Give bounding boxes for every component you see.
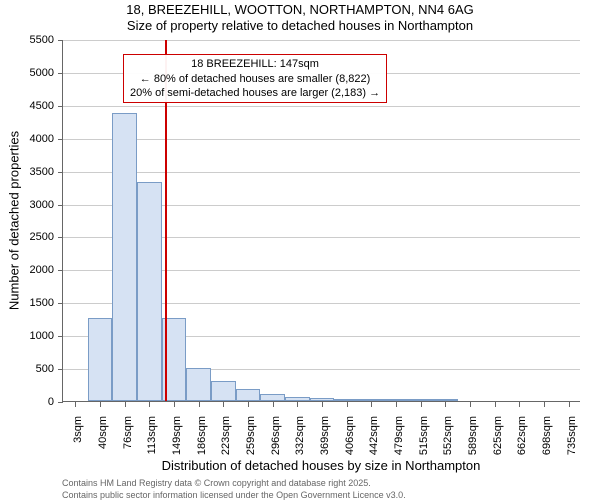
ytick-label: 5000 bbox=[4, 67, 54, 79]
xtick-mark bbox=[347, 402, 348, 407]
ytick-mark bbox=[58, 402, 63, 403]
footer-line1: Contains HM Land Registry data © Crown c… bbox=[62, 478, 406, 490]
ytick-mark bbox=[58, 336, 63, 337]
xtick-label: 589sqm bbox=[467, 416, 479, 466]
annotation-line2: ← 80% of detached houses are smaller (8,… bbox=[130, 72, 380, 86]
ytick-mark bbox=[58, 172, 63, 173]
footer-attribution: Contains HM Land Registry data © Crown c… bbox=[62, 478, 406, 501]
ytick-label: 1000 bbox=[4, 330, 54, 342]
ytick-mark bbox=[58, 270, 63, 271]
ytick-label: 0 bbox=[4, 396, 54, 408]
gridline bbox=[63, 139, 580, 140]
histogram-bar bbox=[211, 381, 236, 401]
ytick-label: 3000 bbox=[4, 199, 54, 211]
xtick-label: 515sqm bbox=[418, 416, 430, 466]
histogram-bar bbox=[433, 399, 458, 401]
gridline bbox=[63, 106, 580, 107]
ytick-label: 2500 bbox=[4, 231, 54, 243]
ytick-mark bbox=[58, 303, 63, 304]
xtick-mark bbox=[149, 402, 150, 407]
histogram-bar bbox=[384, 399, 409, 401]
y-axis-label: Number of detached properties bbox=[7, 121, 22, 321]
xtick-mark bbox=[470, 402, 471, 407]
xtick-mark bbox=[125, 402, 126, 407]
histogram-bar bbox=[310, 398, 335, 401]
xtick-mark bbox=[495, 402, 496, 407]
xtick-label: 662sqm bbox=[516, 416, 528, 466]
xtick-label: 186sqm bbox=[196, 416, 208, 466]
histogram-bar bbox=[285, 397, 310, 401]
xtick-label: 259sqm bbox=[245, 416, 257, 466]
xtick-mark bbox=[174, 402, 175, 407]
histogram-bar bbox=[236, 389, 261, 401]
chart-subtitle: Size of property relative to detached ho… bbox=[0, 18, 600, 33]
xtick-mark bbox=[100, 402, 101, 407]
xtick-mark bbox=[223, 402, 224, 407]
ytick-mark bbox=[58, 139, 63, 140]
gridline bbox=[63, 40, 580, 41]
plot-area: 18 BREEZEHILL: 147sqm← 80% of detached h… bbox=[62, 40, 580, 402]
ytick-mark bbox=[58, 73, 63, 74]
ytick-label: 4500 bbox=[4, 100, 54, 112]
xtick-label: 76sqm bbox=[122, 416, 134, 466]
xtick-label: 296sqm bbox=[270, 416, 282, 466]
xtick-mark bbox=[322, 402, 323, 407]
annotation-box: 18 BREEZEHILL: 147sqm← 80% of detached h… bbox=[123, 54, 387, 103]
footer-line2: Contains public sector information licen… bbox=[62, 490, 406, 501]
xtick-label: 442sqm bbox=[368, 416, 380, 466]
ytick-mark bbox=[58, 106, 63, 107]
xtick-label: 332sqm bbox=[294, 416, 306, 466]
xtick-mark bbox=[371, 402, 372, 407]
histogram-bar bbox=[137, 182, 162, 401]
xtick-label: 625sqm bbox=[492, 416, 504, 466]
ytick-label: 500 bbox=[4, 363, 54, 375]
ytick-label: 3500 bbox=[4, 166, 54, 178]
histogram-bar bbox=[359, 399, 384, 401]
ytick-mark bbox=[58, 237, 63, 238]
xtick-mark bbox=[421, 402, 422, 407]
xtick-mark bbox=[445, 402, 446, 407]
xtick-label: 3sqm bbox=[72, 416, 84, 466]
histogram-bar bbox=[408, 399, 433, 401]
gridline bbox=[63, 172, 580, 173]
xtick-label: 552sqm bbox=[442, 416, 454, 466]
chart-title: 18, BREEZEHILL, WOOTTON, NORTHAMPTON, NN… bbox=[0, 2, 600, 17]
ytick-mark bbox=[58, 369, 63, 370]
xtick-mark bbox=[199, 402, 200, 407]
xtick-mark bbox=[519, 402, 520, 407]
ytick-label: 2000 bbox=[4, 264, 54, 276]
xtick-mark bbox=[248, 402, 249, 407]
xtick-label: 223sqm bbox=[220, 416, 232, 466]
ytick-label: 5500 bbox=[4, 34, 54, 46]
histogram-bar bbox=[88, 318, 113, 401]
xtick-mark bbox=[75, 402, 76, 407]
ytick-label: 4000 bbox=[4, 133, 54, 145]
annotation-line3: 20% of semi-detached houses are larger (… bbox=[130, 86, 380, 100]
xtick-label: 406sqm bbox=[344, 416, 356, 466]
histogram-bar bbox=[186, 368, 211, 401]
histogram-bar bbox=[260, 394, 285, 401]
xtick-mark bbox=[569, 402, 570, 407]
xtick-label: 40sqm bbox=[97, 416, 109, 466]
xtick-label: 369sqm bbox=[319, 416, 331, 466]
histogram-bar bbox=[112, 113, 137, 401]
xtick-mark bbox=[396, 402, 397, 407]
annotation-line1: 18 BREEZEHILL: 147sqm bbox=[130, 57, 380, 71]
ytick-label: 1500 bbox=[4, 297, 54, 309]
histogram-bar bbox=[334, 399, 359, 401]
xtick-mark bbox=[273, 402, 274, 407]
xtick-mark bbox=[544, 402, 545, 407]
xtick-label: 113sqm bbox=[146, 416, 158, 466]
xtick-label: 149sqm bbox=[171, 416, 183, 466]
ytick-mark bbox=[58, 205, 63, 206]
xtick-label: 479sqm bbox=[393, 416, 405, 466]
xtick-label: 698sqm bbox=[541, 416, 553, 466]
xtick-mark bbox=[297, 402, 298, 407]
xtick-label: 735sqm bbox=[566, 416, 578, 466]
ytick-mark bbox=[58, 40, 63, 41]
